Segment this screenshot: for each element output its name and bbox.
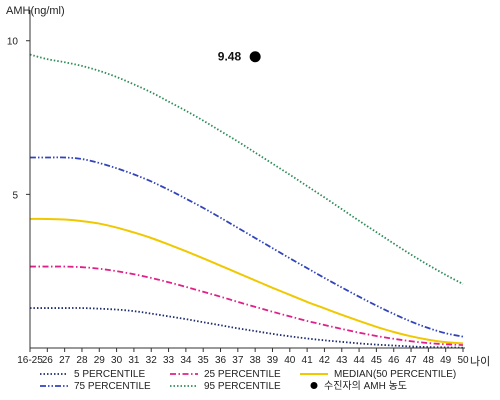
series-line-median-50-percentile xyxy=(29,217,464,345)
x-tick-label: 36 xyxy=(215,355,227,366)
x-tick-label: 40 xyxy=(284,355,296,366)
patient-amh-value-label: 9.48 xyxy=(218,50,242,64)
x-tick-label: 44 xyxy=(354,355,366,366)
x-tick-label: 27 xyxy=(59,355,71,366)
y-axis-ticks: 5 10 xyxy=(7,37,30,201)
x-tick-label: 46 xyxy=(388,355,400,366)
x-tick-label: 30 xyxy=(111,355,123,366)
marker-layer: 9.48 xyxy=(218,50,261,64)
x-tick-label: 43 xyxy=(336,355,348,366)
x-tick-label: 28 xyxy=(76,355,88,366)
x-tick-label: 49 xyxy=(440,355,452,366)
x-tick-label: 38 xyxy=(250,355,262,366)
x-tick-label: 48 xyxy=(423,355,435,366)
x-tick-label: 39 xyxy=(267,355,279,366)
x-tick-label: 31 xyxy=(128,355,140,366)
series-line-75-percentile xyxy=(30,156,464,338)
series-line-5-percentile xyxy=(30,307,464,349)
x-tick-label: 42 xyxy=(319,355,331,366)
x-tick-label: 41 xyxy=(302,355,314,366)
x-tick-label: 50 xyxy=(457,355,469,366)
x-tick-label: 32 xyxy=(146,355,158,366)
y-tick-label: 5 xyxy=(12,190,18,201)
x-axis-title: 나이 xyxy=(470,355,490,368)
series-layer xyxy=(29,53,464,349)
legend-label: MEDIAN(50 PERCENTILE) xyxy=(334,369,456,380)
x-tick-label: 29 xyxy=(94,355,106,366)
legend-label: 75 PERCENTILE xyxy=(74,381,151,392)
legend: 5 PERCENTILE 25 PERCENTILE MEDIAN(50 PERCE… xyxy=(40,369,456,392)
series-line-25-percentile xyxy=(30,265,464,346)
x-tick-label: 26 xyxy=(42,355,54,366)
legend-label: 95 PERCENTILE xyxy=(204,381,281,392)
legend-marker-swatch xyxy=(310,382,318,389)
x-tick-label: 33 xyxy=(163,355,175,366)
y-tick-label: 10 xyxy=(7,37,19,48)
x-tick-label: 16-25 xyxy=(17,355,43,366)
y-axis-title: AMH(ng/ml) xyxy=(6,5,65,17)
x-tick-label: 34 xyxy=(180,355,192,366)
legend-label: 수진자의 AMH 농도 xyxy=(324,380,407,392)
patient-amh-point xyxy=(249,51,261,63)
series-line-95-percentile xyxy=(29,53,464,285)
legend-label: 25 PERCENTILE xyxy=(204,369,281,380)
x-tick-label: 37 xyxy=(232,355,244,366)
x-tick-label: 35 xyxy=(198,355,210,366)
legend-label: 5 PERCENTILE xyxy=(74,369,145,380)
x-tick-label: 47 xyxy=(405,355,417,366)
x-tick-label: 45 xyxy=(371,355,383,366)
